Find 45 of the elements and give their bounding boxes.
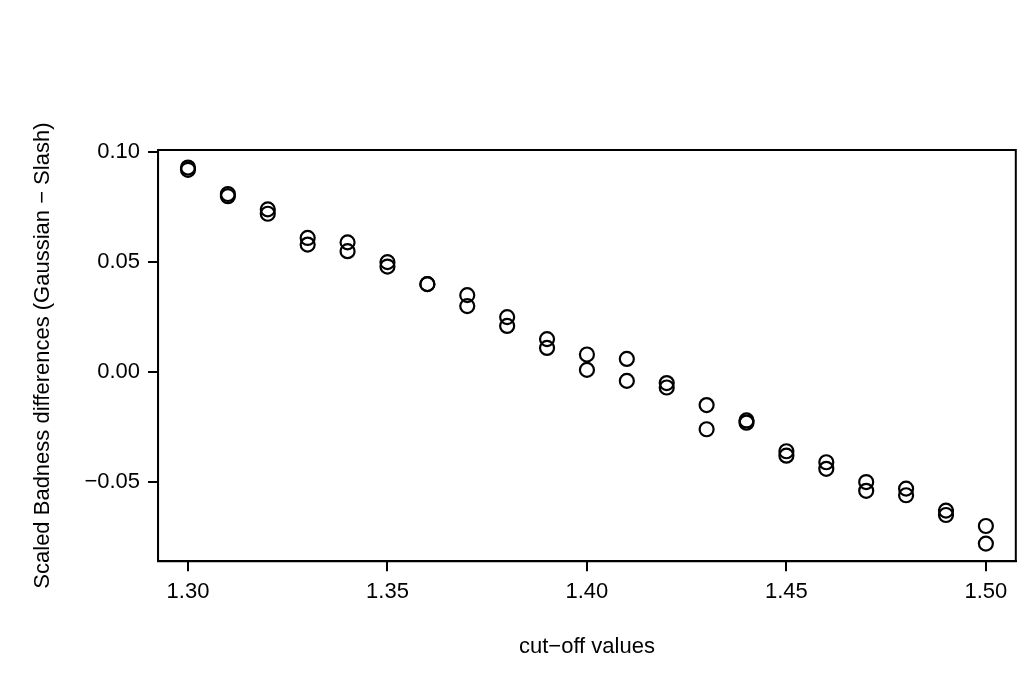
point [499, 309, 516, 326]
point [778, 447, 795, 464]
point [538, 331, 556, 348]
point [299, 229, 316, 247]
point [698, 396, 715, 414]
point [778, 443, 795, 460]
x-axis-title: cut−off values [518, 632, 655, 658]
point [858, 482, 875, 499]
y-tick-label: −0.05 [84, 468, 141, 494]
point [658, 379, 675, 396]
point [858, 473, 875, 491]
point [937, 502, 955, 519]
point [977, 535, 994, 552]
point [578, 361, 596, 378]
point [379, 254, 396, 271]
point [897, 480, 915, 497]
x-tick-label: 1.35 [366, 578, 409, 604]
point [897, 487, 915, 504]
y-axis-title: Scaled Badness differences (Gaussian − Slash) [29, 122, 55, 589]
point [937, 506, 955, 524]
y-tick-label: 0.10 [97, 138, 141, 164]
point [379, 258, 396, 275]
point [499, 317, 516, 335]
point [578, 346, 596, 363]
point [658, 374, 675, 392]
y-tick-label: 0.05 [97, 248, 141, 274]
point [459, 287, 476, 304]
point [818, 454, 835, 471]
point [538, 339, 556, 356]
point [339, 234, 356, 251]
point [339, 243, 356, 260]
x-tick-label: 1.50 [964, 578, 1008, 604]
point [618, 372, 635, 389]
point [299, 236, 316, 253]
point [259, 201, 276, 218]
point [698, 421, 715, 438]
point [459, 298, 476, 315]
x-tick-label: 1.40 [565, 578, 609, 604]
x-tick-label: 1.30 [166, 578, 210, 604]
y-tick-label: 0.00 [97, 358, 141, 384]
point [977, 517, 994, 535]
x-tick-label: 1.45 [764, 578, 808, 604]
point [259, 205, 276, 222]
point [818, 460, 835, 477]
point [618, 350, 635, 367]
